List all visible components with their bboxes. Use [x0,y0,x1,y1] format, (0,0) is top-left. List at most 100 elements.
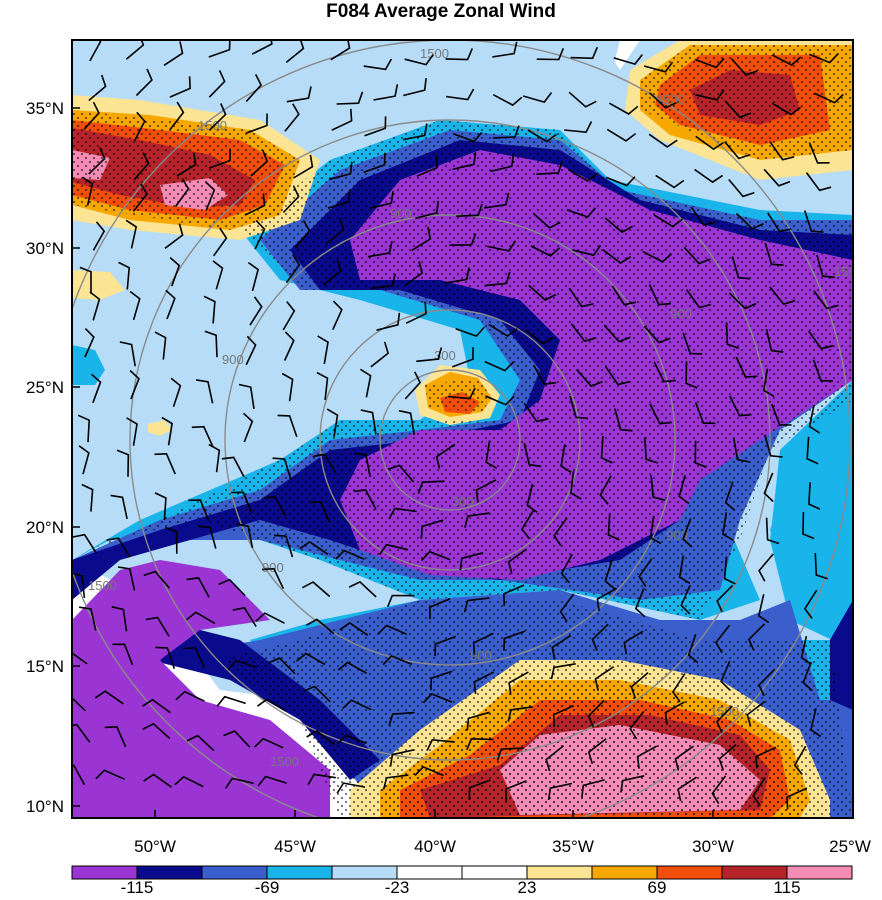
wind-barb [682,332,703,355]
wind-barb [281,372,294,402]
contour-label: 1500 [710,704,739,719]
wind-barb [426,738,455,751]
wind-barb [453,131,483,143]
wind-barb [204,181,216,211]
wind-barb [559,593,575,623]
wind-barb [468,779,491,800]
wind-barb [485,440,497,469]
wind-barb [142,722,171,740]
wind-barb [308,501,331,523]
wind-barb [758,553,774,582]
wind-barb [505,780,527,802]
wind-barb [490,154,515,173]
wind-barb [630,671,649,699]
wind-barb [587,738,607,764]
wind-barb [485,395,515,406]
wind-barb [232,606,257,627]
wind-barb [255,612,285,624]
wind-barb [204,330,218,358]
wind-small-patch [148,420,172,436]
wind-barb [614,408,633,432]
wind-barb [449,233,477,246]
wind-barb [208,70,226,98]
colorbar-label: 23 [518,878,537,897]
wind-barb [331,108,353,131]
wind-field: 300 300 900 900 900 900 900 900 1500 150… [72,40,853,818]
wind-barb [251,40,273,55]
wind-barb [218,578,246,597]
wind-barb [722,512,734,541]
wind-barb [603,324,631,343]
wind-barb [212,260,224,290]
wind-barb [325,218,345,245]
wind-barb [452,152,477,171]
wind-barb [800,636,812,665]
wind-barb [629,710,645,740]
wind-barb [119,341,136,367]
wind-barb [195,379,214,404]
wind-barb [364,116,387,137]
wind-barb [536,48,565,61]
wind-barb [299,540,329,555]
wind-barb [528,284,557,301]
wind-barb [367,241,393,258]
wind-barb [609,102,639,115]
wind-barb [650,475,666,501]
wind-barb [72,651,88,665]
wind-barb [606,128,637,142]
wind-barb [620,775,645,793]
wind-barb [414,765,444,777]
wind-barb [809,708,822,738]
wind-barb [747,623,766,651]
wind-barb [175,690,205,702]
wind-barb [694,168,724,184]
wind-barb [466,737,494,751]
wind-core-purple-south [72,560,330,818]
wind-barb [690,206,716,226]
wind-barb [111,606,128,632]
wind-barb [110,494,128,520]
wind-barb [261,567,285,589]
lon-labels: 50°W 45°W 40°W 35°W 30°W 25°W [134,837,871,856]
wind-barb [802,661,813,692]
contour-label: 900 [670,306,692,321]
wind-barb [596,587,617,612]
wind-barb [377,624,408,636]
wind-barb [728,178,755,198]
wind-barb [503,584,525,606]
wind-barb [135,68,153,97]
wind-barb [771,102,802,116]
colorbar-swatch [656,865,723,880]
wind-barb [716,584,734,613]
wind-barb [209,103,227,131]
wind-barb [221,456,245,478]
wind-barb [92,221,106,251]
wind-barb [763,434,783,458]
wind-barb [262,495,287,517]
wind-barb [125,219,138,249]
wind-barbs [72,40,844,810]
wind-barb [405,301,427,324]
wind-barb [370,341,390,368]
lon-tick-label: 25°W [829,837,871,856]
wind-barb [602,249,632,264]
wind-barb [492,41,518,58]
wind-barb [306,618,335,635]
wind-barb [808,404,821,434]
wind-barb [382,774,409,790]
wind-barb [508,671,529,695]
wind-barb [208,443,221,473]
wind-barb [143,773,172,788]
wind-barb [387,464,415,483]
wind-barb [723,556,736,585]
contour-label: 1500 [656,92,685,107]
wind-barb [649,403,672,425]
wind-barb [611,285,637,306]
wind-barb [464,512,490,528]
wind-barb [536,161,563,175]
wind-barb [82,176,94,206]
wind-barb [169,76,191,98]
wind-barb [725,322,740,349]
wind-barb [746,700,766,727]
wind-barb [718,743,737,771]
